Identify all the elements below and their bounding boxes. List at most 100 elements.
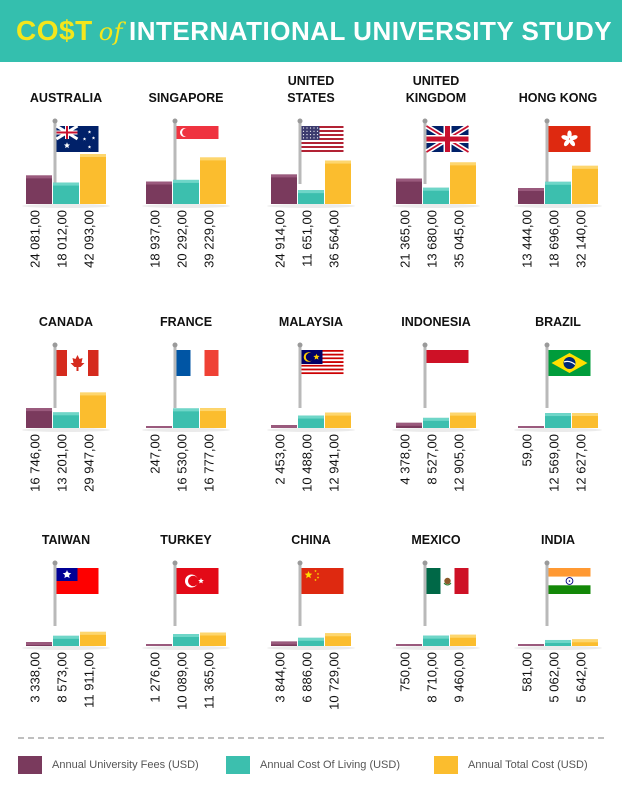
bar-usa-total bbox=[325, 160, 351, 204]
country-panel-australia: AUSTRALIA 24 081,00 18 012,00 42 093,00 bbox=[22, 91, 110, 268]
bar-shadow bbox=[142, 204, 230, 208]
country-panel-china: CHINA 3 844,00 6 886,00 10 729,00 bbox=[267, 533, 355, 710]
value-label-singapore-fees: 18 937,00 bbox=[147, 210, 162, 268]
bar-top-turkey-total bbox=[200, 632, 226, 636]
bar-top-france-fees bbox=[146, 426, 172, 428]
bar-taiwan-living bbox=[53, 635, 79, 646]
flag-pole-cap bbox=[297, 560, 303, 566]
flag-pole-cap bbox=[172, 118, 178, 124]
value-label-taiwan-fees: 3 338,00 bbox=[27, 652, 42, 703]
bar-top-singapore-living bbox=[173, 179, 199, 183]
value-label-indonesia-total: 12 905,00 bbox=[451, 434, 466, 492]
value-label-china-living: 6 886,00 bbox=[299, 652, 314, 703]
flag-pole-cap bbox=[544, 118, 550, 124]
flag-pole bbox=[53, 346, 57, 408]
value-label-singapore-total: 39 229,00 bbox=[201, 210, 216, 268]
bar-top-indonesia-total bbox=[450, 412, 476, 416]
value-label-malaysia-total: 12 941,00 bbox=[326, 434, 341, 492]
country-panel-turkey: TURKEY 1 276,00 10 089,00 11 365,00 bbox=[142, 533, 230, 710]
bar-top-singapore-total bbox=[200, 157, 226, 161]
country-panel-singapore: SINGAPORE 18 937,00 20 292,00 39 229,00 bbox=[142, 91, 230, 268]
bar-top-singapore-fees bbox=[146, 181, 172, 185]
bar-top-france-living bbox=[173, 408, 199, 412]
legend-swatch-fees bbox=[18, 756, 42, 774]
value-label-malaysia-living: 10 488,00 bbox=[299, 434, 314, 492]
flag-uk-icon bbox=[425, 123, 470, 155]
bar-canada-total bbox=[80, 392, 106, 428]
bar-malaysia-living bbox=[298, 415, 324, 428]
value-label-turkey-living: 10 089,00 bbox=[174, 652, 189, 710]
flag-pole-cap bbox=[422, 342, 428, 348]
country-panel-malaysia: MALAYSIA 2 453,00 10 488,00 12 941,00 bbox=[267, 315, 355, 492]
bar-brazil-living bbox=[545, 413, 571, 428]
value-label-brazil-fees: 59,00 bbox=[519, 434, 534, 467]
flag-pole bbox=[173, 122, 177, 184]
bar-top-australia-fees bbox=[26, 175, 52, 179]
country-panel-india: INDIA 581,00 5 062,00 5 642,00 bbox=[514, 533, 602, 703]
flag-taiwan-icon bbox=[56, 568, 99, 594]
bar-turkey-living bbox=[173, 634, 199, 646]
country-panel-indonesia: INDONESIA 4 378,00 8 527,00 12 905,00 bbox=[392, 315, 480, 492]
bar-top-brazil-living bbox=[545, 413, 571, 417]
flag-pole bbox=[423, 564, 427, 626]
flag-pole bbox=[298, 122, 302, 184]
country-name-brazil: BRAZIL bbox=[535, 315, 581, 329]
country-panel-france: FRANCE 247,00 16 530,00 16 777,00 bbox=[142, 315, 230, 492]
bar-usa-fees bbox=[271, 174, 297, 204]
bar-top-australia-total bbox=[80, 154, 106, 157]
legend-divider bbox=[18, 737, 604, 739]
value-label-australia-fees: 24 081,00 bbox=[27, 210, 42, 268]
flag-canada-icon bbox=[56, 350, 99, 376]
bar-shadow bbox=[392, 428, 480, 432]
bar-malaysia-total bbox=[325, 412, 351, 428]
bar-top-canada-fees bbox=[26, 408, 52, 412]
value-label-france-fees: 247,00 bbox=[147, 434, 162, 474]
country-panel-canada: CANADA 16 746,00 13 201,00 29 947,00 bbox=[22, 315, 110, 492]
flag-indonesia-icon bbox=[426, 350, 469, 376]
flag-pole-cap bbox=[544, 342, 550, 348]
bar-shadow bbox=[267, 428, 355, 432]
flag-pole-cap bbox=[52, 560, 58, 566]
value-label-canada-living: 13 201,00 bbox=[54, 434, 69, 492]
bar-top-hong-kong-fees bbox=[518, 188, 544, 192]
bar-taiwan-total bbox=[80, 631, 106, 646]
bar-top-canada-living bbox=[53, 412, 79, 416]
country-name-mexico: MEXICO bbox=[411, 533, 461, 547]
bar-top-hong-kong-living bbox=[545, 181, 571, 185]
bar-top-taiwan-living bbox=[53, 635, 79, 639]
title-of: of bbox=[98, 18, 124, 46]
flag-pole bbox=[545, 346, 549, 408]
value-label-turkey-fees: 1 276,00 bbox=[147, 652, 162, 703]
bar-shadow bbox=[514, 204, 602, 208]
country-name-china: CHINA bbox=[291, 533, 331, 547]
country-name-uk-line1: UNITED bbox=[413, 74, 460, 88]
country-panel-hong-kong: HONG KONG 13 444,00 18 696,00 32 140,00 bbox=[514, 91, 602, 268]
bar-australia-living bbox=[53, 182, 79, 204]
country-name-usa-line2: STATES bbox=[287, 91, 334, 105]
value-label-taiwan-living: 8 573,00 bbox=[54, 652, 69, 703]
bar-france-living bbox=[173, 408, 199, 428]
country-panel-uk: UNITED KINGDOM 21 365,00 13 680,00 35 045,00 bbox=[392, 74, 480, 268]
bar-top-hong-kong-total bbox=[572, 165, 598, 169]
bar-australia-total bbox=[80, 154, 106, 204]
bar-turkey-total bbox=[200, 632, 226, 646]
country-name-australia: AUSTRALIA bbox=[30, 91, 102, 105]
flag-pole bbox=[423, 346, 427, 408]
bar-mexico-living bbox=[423, 635, 449, 646]
country-name-india: INDIA bbox=[541, 533, 575, 547]
bar-top-turkey-living bbox=[173, 634, 199, 638]
bar-top-france-total bbox=[200, 408, 226, 412]
flag-hong-kong-icon bbox=[548, 126, 591, 152]
value-label-mexico-total: 9 460,00 bbox=[451, 652, 466, 703]
flag-pole bbox=[53, 564, 57, 626]
flag-pole bbox=[298, 346, 302, 408]
flag-pole bbox=[298, 564, 302, 626]
bar-top-taiwan-fees bbox=[26, 642, 52, 646]
bar-indonesia-total bbox=[450, 412, 476, 428]
bar-shadow bbox=[392, 204, 480, 208]
bar-top-brazil-total bbox=[572, 413, 598, 417]
value-label-usa-living: 11 651,00 bbox=[299, 210, 314, 267]
bar-top-uk-fees bbox=[396, 178, 422, 182]
bar-australia-fees bbox=[26, 175, 52, 204]
country-name-uk-line2: KINGDOM bbox=[406, 91, 466, 105]
